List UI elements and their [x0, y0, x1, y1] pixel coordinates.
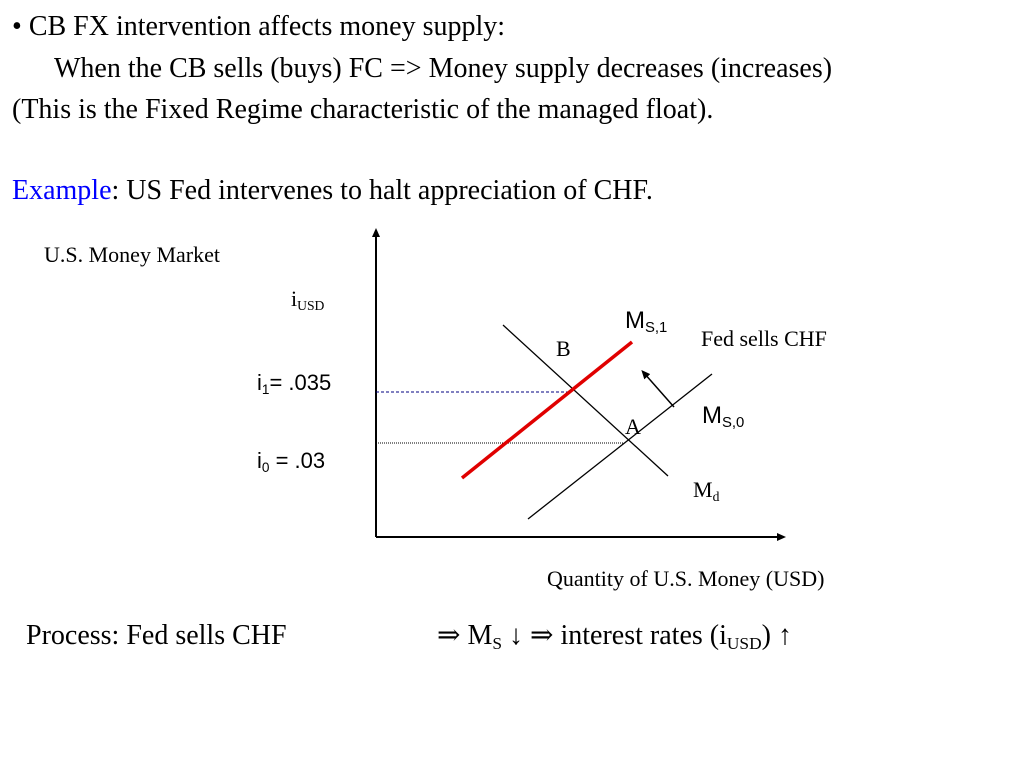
shift-note: Fed sells CHF	[701, 326, 827, 351]
up-arrow-icon: ↑	[777, 620, 792, 651]
down-arrow-icon: ↓	[509, 620, 524, 651]
bullet-dot: •	[12, 11, 22, 42]
ms1-label: MS,1	[625, 307, 668, 337]
i1-label: i1= .035	[257, 370, 332, 397]
point-a-label: A	[625, 414, 641, 439]
i0-label: i0 = .03	[257, 448, 326, 475]
y-axis-label: iUSD	[291, 286, 325, 313]
ms1-curve	[460, 340, 634, 480]
bullet-text: CB FX intervention affects money supply:	[28, 11, 506, 42]
example-line: Example: US Fed intervenes to halt appre…	[12, 174, 653, 208]
implies-arrow: ⇒	[437, 620, 461, 651]
md-label: Md	[693, 477, 720, 504]
bullet-line-3: (This is the Fixed Regime characteristic…	[12, 94, 714, 125]
process-label: Process: Fed sells CHF	[26, 620, 287, 651]
point-b-label: B	[556, 336, 571, 361]
bullet-line-1: • CB FX intervention affects money suppl…	[12, 10, 505, 44]
market-title: U.S. Money Market	[44, 242, 220, 267]
example-keyword: Example	[12, 175, 112, 206]
implies-arrow: ⇒	[530, 620, 554, 651]
example-text: : US Fed intervenes to halt appreciation…	[111, 175, 653, 206]
shift-arrow	[641, 370, 675, 408]
bullet-line-2: When the CB sells (buys) FC => Money sup…	[54, 53, 833, 84]
ms0-label: MS,0	[702, 402, 745, 432]
ms0-curve	[527, 373, 713, 520]
md-curve	[502, 324, 669, 477]
process-chain: ⇒ MS ↓ ⇒ interest rates (iUSD) ↑	[437, 620, 792, 653]
x-axis-label: Quantity of U.S. Money (USD)	[547, 566, 825, 591]
